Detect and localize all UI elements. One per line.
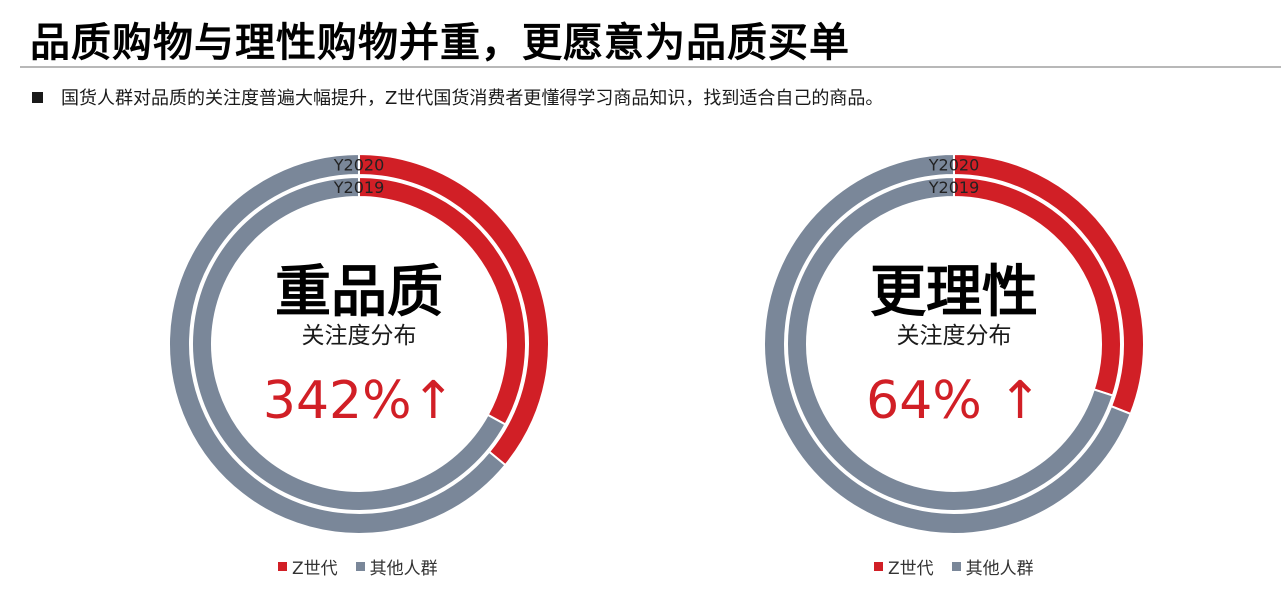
- slice-y2020-others: [168, 152, 507, 535]
- ring-label: Y2020: [333, 156, 385, 175]
- legend-item-z-gen: Z世代: [874, 554, 934, 579]
- growth-value: 342%↑: [263, 371, 455, 431]
- legend-swatch-others: [951, 562, 961, 571]
- ring-label: Y2019: [928, 178, 980, 197]
- legend-chart-1: Z世代 其他人群: [278, 554, 456, 579]
- center-subtitle: 关注度分布: [897, 323, 1012, 349]
- center-title: 更理性: [870, 260, 1038, 325]
- legend-label: 其他人群: [965, 559, 1034, 579]
- title-divider: [20, 66, 1281, 68]
- legend-swatch-z-gen: [874, 562, 883, 571]
- ring-label: Y2019: [333, 178, 385, 197]
- growth-value: 64% ↑: [866, 371, 1042, 431]
- page-title: 品质购物与理性购物并重，更愿意为品质买单: [30, 20, 850, 66]
- slice-y2019-others: [786, 175, 1115, 512]
- slice-y2019-others: [191, 175, 507, 512]
- legend-item-others: 其他人群: [951, 554, 1034, 579]
- legend-item-others: 其他人群: [355, 554, 438, 579]
- legend-item-z-gen: Z世代: [278, 554, 338, 579]
- center-subtitle: 关注度分布: [302, 323, 417, 349]
- legend-chart-2: Z世代 其他人群: [874, 554, 1052, 579]
- legend-swatch-others: [355, 562, 365, 571]
- center-title: 重品质: [275, 260, 443, 325]
- bullet-point: 国货人群对品质的关注度普遍大幅提升，Z世代国货消费者更懂得学习商品知识，找到适合…: [32, 84, 883, 110]
- legend-label: Z世代: [888, 559, 934, 579]
- legend-label: Z世代: [292, 559, 338, 579]
- legend-label: 其他人群: [369, 559, 438, 579]
- bullet-text: 国货人群对品质的关注度普遍大幅提升，Z世代国货消费者更懂得学习商品知识，找到适合…: [61, 88, 884, 109]
- ring-label: Y2020: [928, 156, 980, 175]
- bullet-square-icon: [32, 91, 43, 103]
- slice-y2020-others: [763, 152, 1132, 535]
- legend-swatch-z-gen: [278, 562, 287, 571]
